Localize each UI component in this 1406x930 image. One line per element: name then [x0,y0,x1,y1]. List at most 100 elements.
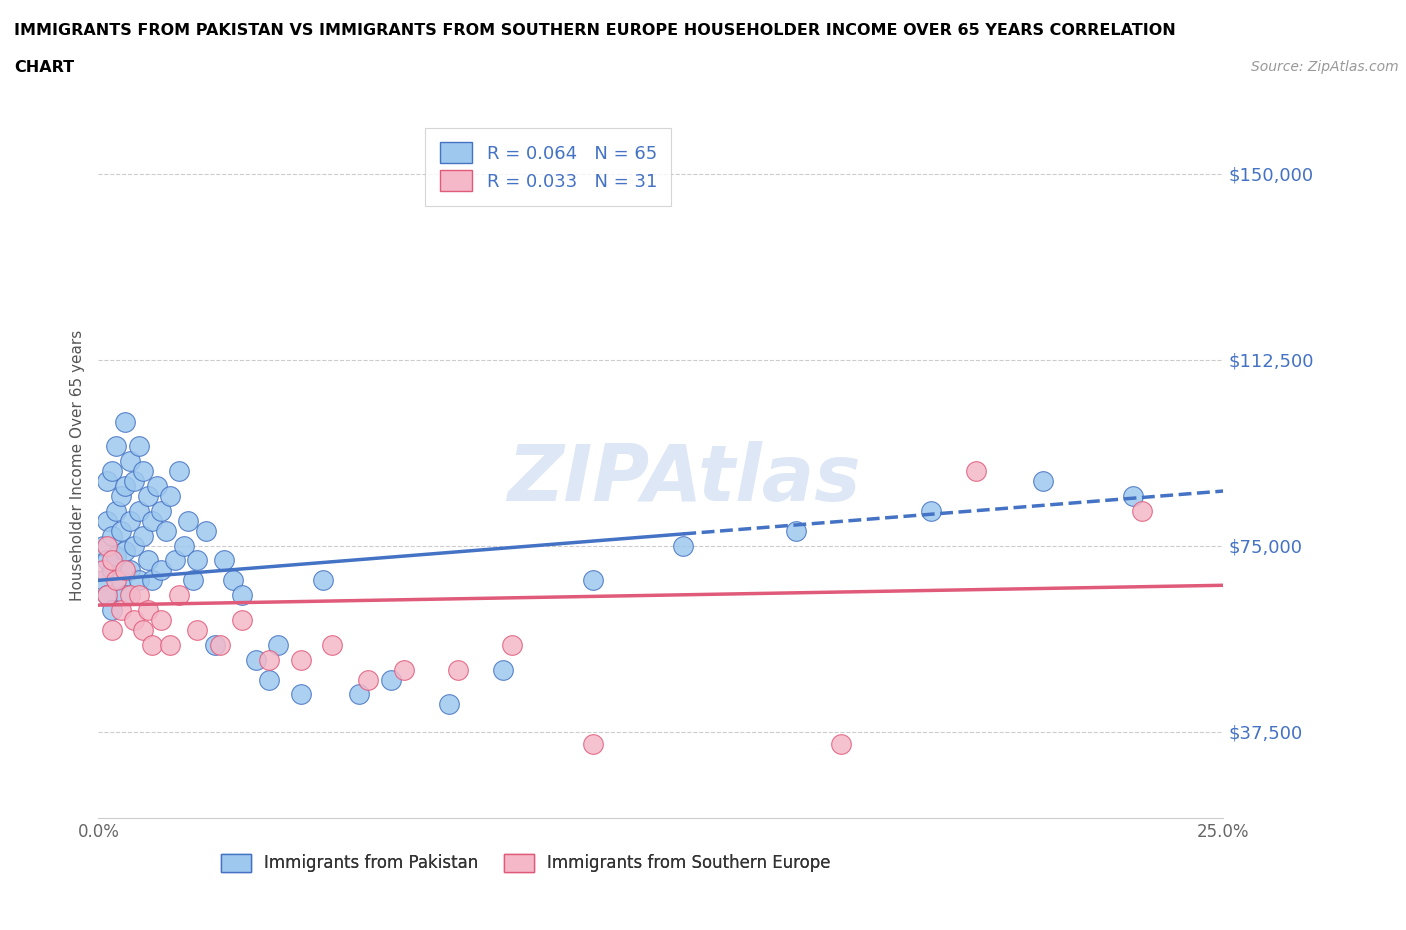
Point [186,553,208,568]
Point [222,573,245,588]
Point [155,524,177,538]
Point [96,538,118,553]
Point [132,464,155,479]
Point [965,464,987,479]
Point [132,622,155,637]
Point [101,563,124,578]
Point [380,672,402,687]
Point [150,563,173,578]
Point [124,613,146,628]
Point [163,553,186,568]
Point [231,613,253,628]
Point [96,513,118,528]
Point [96,553,118,568]
Point [110,488,132,503]
Point [118,563,141,578]
Point [101,464,124,479]
Point [105,439,128,454]
Point [96,588,118,603]
Point [105,573,128,588]
Point [150,613,173,628]
Point [672,538,695,553]
Point [394,662,416,677]
Point [114,588,136,603]
Point [101,603,124,618]
Point [582,737,605,751]
Point [132,528,155,543]
Point [173,538,195,553]
Point [204,637,226,652]
Point [128,439,150,454]
Point [136,553,159,568]
Legend: Immigrants from Pakistan, Immigrants from Southern Europe: Immigrants from Pakistan, Immigrants fro… [212,845,839,881]
Point [177,513,200,528]
Point [118,588,141,603]
Point [136,488,159,503]
Point [245,652,267,667]
Point [231,588,253,603]
Point [146,479,169,494]
Point [208,637,231,652]
Point [101,622,124,637]
Text: Source: ZipAtlas.com: Source: ZipAtlas.com [1251,60,1399,74]
Point [114,563,136,578]
Point [105,503,128,518]
Point [96,473,118,488]
Y-axis label: Householder Income Over 65 years: Householder Income Over 65 years [69,329,84,601]
Text: IMMIGRANTS FROM PAKISTAN VS IMMIGRANTS FROM SOUTHERN EUROPE HOUSEHOLDER INCOME O: IMMIGRANTS FROM PAKISTAN VS IMMIGRANTS F… [14,23,1175,38]
Point [128,503,150,518]
Point [110,603,132,618]
Point [114,479,136,494]
Point [492,662,515,677]
Point [101,528,124,543]
Point [128,588,150,603]
Point [114,543,136,558]
Point [447,662,470,677]
Point [582,573,605,588]
Point [159,637,181,652]
Point [105,548,128,563]
Point [214,553,236,568]
Point [1130,503,1153,518]
Point [91,563,114,578]
Point [785,524,807,538]
Point [920,503,942,518]
Point [101,553,124,568]
Point [128,573,150,588]
Point [259,652,281,667]
Point [91,573,114,588]
Point [349,687,371,702]
Point [321,637,343,652]
Point [439,697,461,711]
Point [169,588,191,603]
Point [186,622,208,637]
Point [195,524,218,538]
Point [110,524,132,538]
Text: ZIPAtlas: ZIPAtlas [506,441,860,517]
Point [169,464,191,479]
Point [150,503,173,518]
Point [312,573,335,588]
Point [124,473,146,488]
Point [141,637,163,652]
Point [141,573,163,588]
Point [1032,473,1054,488]
Point [136,603,159,618]
Point [290,687,312,702]
Point [124,538,146,553]
Point [501,637,523,652]
Point [267,637,290,652]
Point [1122,488,1144,503]
Point [259,672,281,687]
Point [96,588,118,603]
Point [357,672,380,687]
Point [290,652,312,667]
Point [118,513,141,528]
Point [830,737,852,751]
Text: CHART: CHART [14,60,75,75]
Point [114,414,136,429]
Point [118,454,141,469]
Point [159,488,181,503]
Point [110,573,132,588]
Point [181,573,204,588]
